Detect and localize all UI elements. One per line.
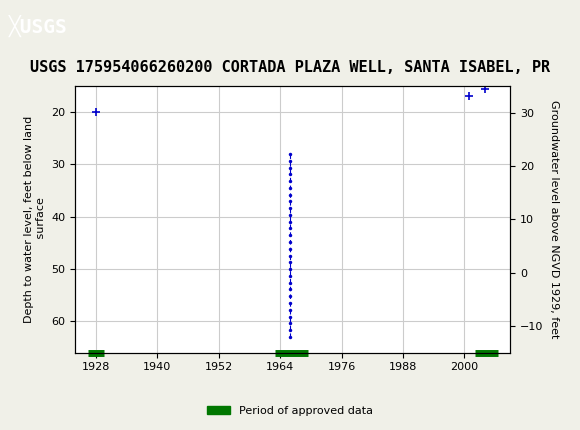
Y-axis label: Groundwater level above NGVD 1929, feet: Groundwater level above NGVD 1929, feet bbox=[549, 100, 559, 338]
Y-axis label: Depth to water level, feet below land
 surface: Depth to water level, feet below land su… bbox=[24, 116, 46, 323]
Text: ╳USGS: ╳USGS bbox=[9, 15, 67, 37]
Text: USGS 175954066260200 CORTADA PLAZA WELL, SANTA ISABEL, PR: USGS 175954066260200 CORTADA PLAZA WELL,… bbox=[30, 60, 550, 75]
Legend: Period of approved data: Period of approved data bbox=[203, 401, 377, 420]
